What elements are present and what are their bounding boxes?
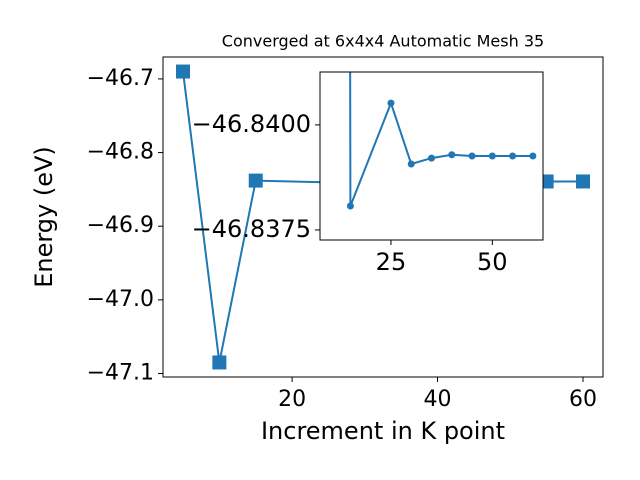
x-axis-label: Increment in K point [261, 417, 505, 445]
marker [576, 174, 590, 189]
y-tick-label: −46.8 [87, 140, 154, 165]
y-axis-label: Energy (eV) [30, 146, 58, 288]
marker [488, 152, 496, 160]
y-tick-label: −46.8375 [192, 215, 311, 243]
marker [428, 154, 435, 162]
marker [387, 99, 395, 107]
axes-frame [319, 71, 544, 241]
x-tick-label: 60 [569, 387, 597, 412]
x-tick-label: 25 [376, 248, 407, 276]
y-tick-label: −46.9 [87, 213, 154, 238]
marker [248, 173, 263, 188]
marker [529, 152, 537, 160]
marker [509, 152, 517, 160]
axes-frame [162, 56, 604, 378]
y-tick-label: −47.0 [87, 287, 154, 312]
marker [468, 152, 476, 160]
x-tick-label: 40 [424, 387, 452, 412]
plot-clip [346, 72, 537, 210]
y-tick-label: −47.1 [87, 361, 154, 386]
marker [212, 355, 227, 370]
marker [176, 64, 190, 79]
y-tick-label: −46.8400 [192, 110, 311, 138]
marker [407, 160, 415, 168]
marker [346, 202, 354, 210]
x-tick-label: 50 [477, 248, 508, 276]
y-tick-label: −46.7 [87, 66, 154, 91]
data-line [349, 72, 533, 207]
x-tick-label: 20 [278, 387, 306, 412]
marker [448, 151, 456, 159]
chart-title: Converged at 6x4x4 Automatic Mesh 35 [222, 32, 544, 51]
